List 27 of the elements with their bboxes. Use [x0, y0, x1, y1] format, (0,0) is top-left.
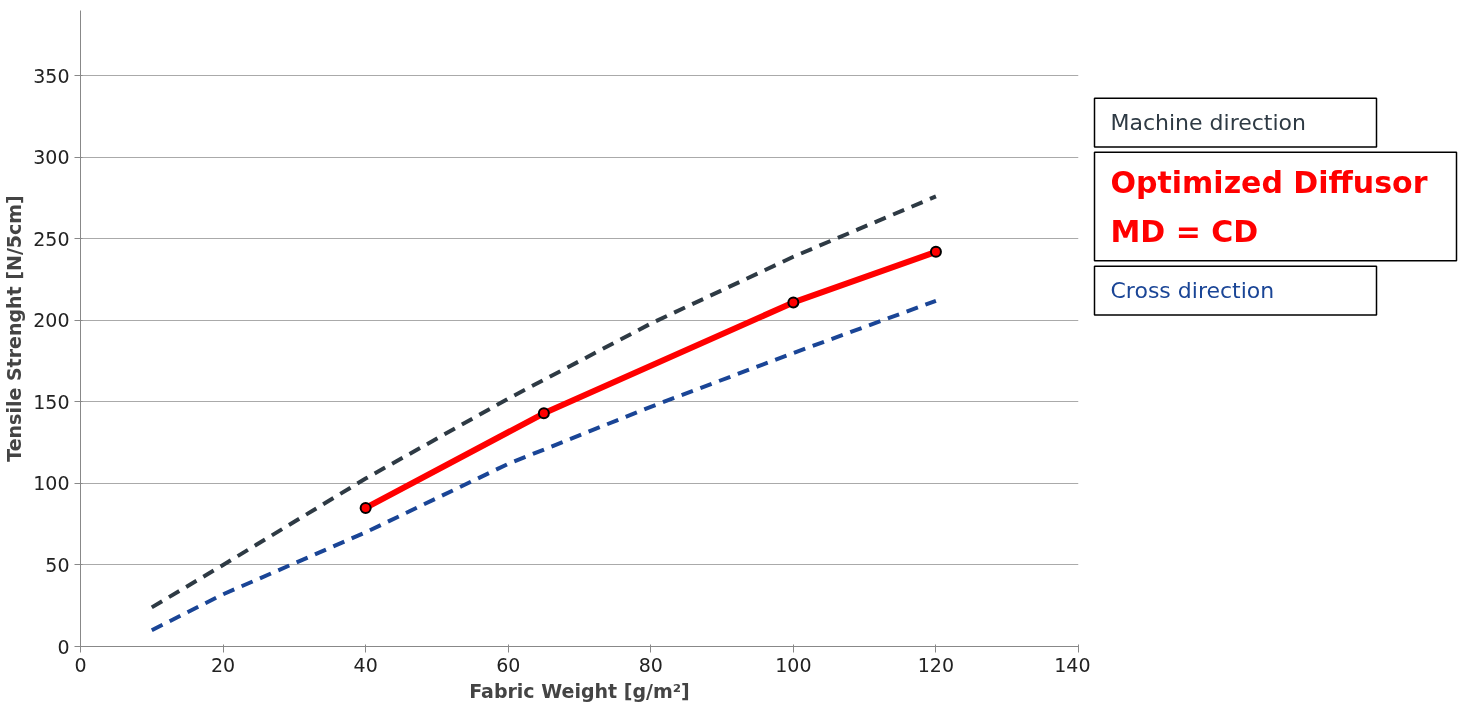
- x-axis-title: Fabric Weight [g/m²]: [469, 679, 690, 702]
- point: [537, 407, 550, 420]
- text: Machine direction: [1110, 110, 1306, 136]
- y-tick-label: 250: [33, 227, 70, 250]
- y-tick-label: 300: [33, 146, 70, 169]
- x-tick-label: 20: [210, 653, 236, 676]
- y-axis-title: Tensile Strenght [N/5cm]: [3, 195, 26, 462]
- y-tick-label: 50: [45, 553, 70, 576]
- x-tick-label: 100: [775, 653, 812, 676]
- x-tick-label: 0: [74, 653, 87, 676]
- x-tick-label: 120: [917, 653, 955, 676]
- point: [929, 245, 942, 258]
- x-tick-label: 80: [638, 653, 663, 676]
- x-tick-label: 140: [1054, 653, 1091, 676]
- y-tick-label: 100: [33, 472, 70, 495]
- x-tick-label: 40: [353, 653, 378, 676]
- y-tick-label: 350: [33, 64, 70, 87]
- text: Optimized Diffusor MD = CD: [1110, 164, 1428, 249]
- x-tick-label: 60: [496, 653, 521, 676]
- y-tick-label: 0: [57, 635, 70, 658]
- point: [787, 296, 800, 309]
- line-series: [149, 298, 938, 633]
- point: [359, 501, 372, 514]
- y-tick-label: 200: [33, 309, 70, 332]
- line-series: [149, 194, 938, 610]
- y-tick-label: 150: [33, 390, 70, 413]
- text: Cross direction: [1110, 278, 1275, 304]
